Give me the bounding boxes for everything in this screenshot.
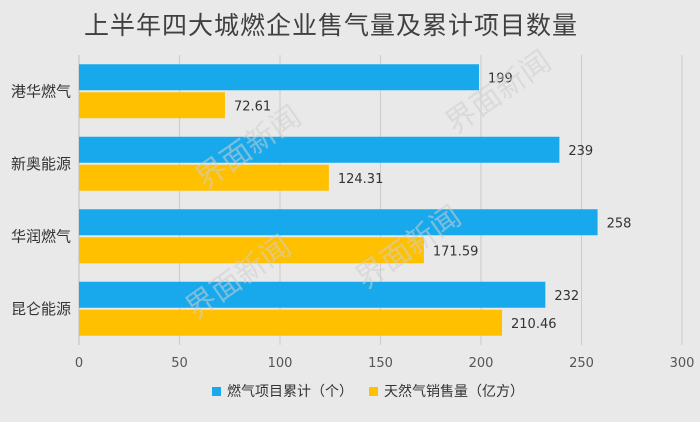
bar-gas-sales [79, 309, 503, 336]
category-label: 港华燃气 [11, 82, 71, 100]
legend-label: 燃气项目累计（个） [227, 383, 353, 400]
bar-projects [79, 281, 546, 308]
legend-swatch [369, 387, 378, 396]
data-label: 258 [607, 216, 632, 231]
legend-label: 天然气销售量（亿方） [384, 383, 524, 400]
x-tick-label: 50 [171, 356, 188, 371]
category-label: 新奥能源 [11, 155, 71, 173]
bar-gas-sales [79, 92, 225, 119]
x-tick-label: 100 [268, 356, 293, 371]
category-label: 昆仑能源 [11, 300, 71, 318]
bar-projects [79, 136, 560, 163]
legend-swatch [212, 387, 221, 396]
watermark: 界面新闻 [440, 44, 558, 141]
data-label: 210.46 [511, 317, 557, 332]
bar-projects [79, 64, 479, 91]
bar-gas-sales [79, 164, 329, 191]
bar-gas-sales [79, 237, 424, 264]
x-tick-label: 250 [569, 356, 594, 371]
data-label: 124.31 [338, 172, 384, 187]
data-label: 72.61 [234, 99, 271, 114]
data-label: 199 [488, 71, 513, 86]
data-label: 239 [568, 144, 593, 159]
category-label: 华润燃气 [11, 227, 71, 245]
data-label: 232 [554, 289, 579, 304]
x-tick-label: 300 [670, 356, 695, 371]
data-label: 171.59 [433, 244, 479, 259]
x-tick-label: 0 [75, 356, 83, 371]
x-tick-label: 200 [469, 356, 494, 371]
bar-projects [79, 209, 598, 236]
chart-title: 上半年四大城燃企业售气量及累计项目数量 [84, 11, 579, 40]
x-tick-label: 150 [368, 356, 393, 371]
